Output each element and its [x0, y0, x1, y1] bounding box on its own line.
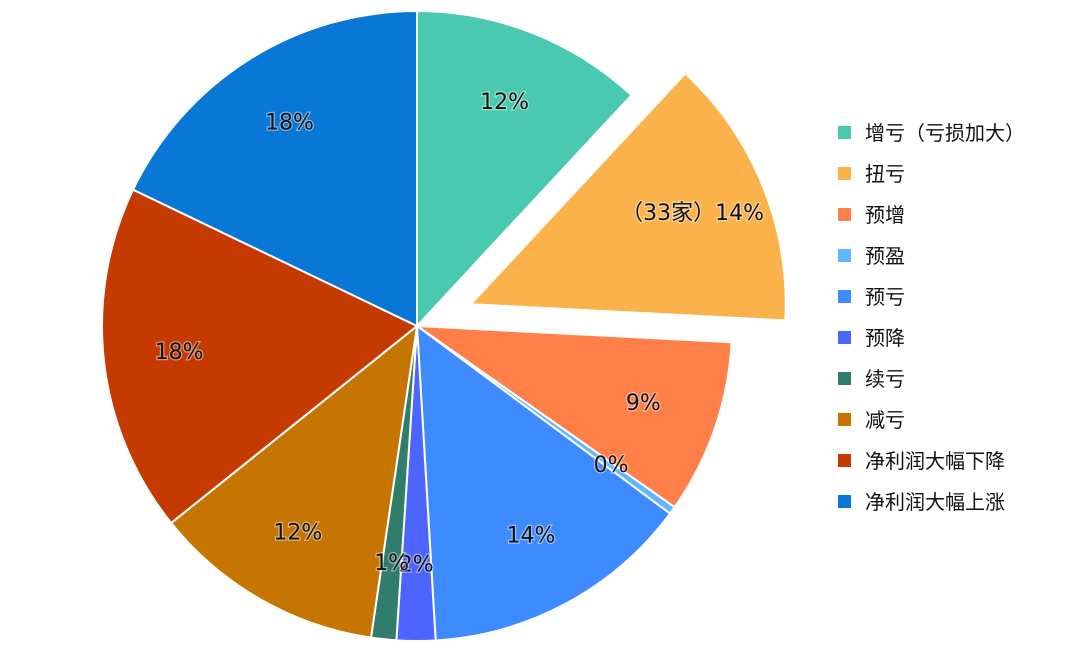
- pie-slice-8: [101, 188, 419, 525]
- legend-label: 减亏: [865, 407, 905, 432]
- pie-slice-7: [169, 323, 419, 639]
- pie-slice-9: [131, 9, 418, 328]
- legend-swatch: [838, 249, 851, 262]
- slice-label-0: 12%: [480, 90, 529, 115]
- legend-item-9: 净利润大幅上涨: [838, 481, 1068, 522]
- pie-slice-4: [415, 323, 672, 642]
- legend-label: 净利润大幅上涨: [865, 489, 1005, 514]
- legend-swatch: [838, 290, 851, 303]
- slice-label-5: 2%: [399, 552, 434, 577]
- legend-swatch: [838, 126, 851, 139]
- slice-label-3: 0%: [594, 453, 629, 478]
- legend-item-2: 预增: [838, 194, 1068, 235]
- legend-item-3: 预盈: [838, 235, 1068, 276]
- legend-swatch: [838, 208, 851, 221]
- legend-swatch: [838, 454, 851, 467]
- legend-swatch: [838, 372, 851, 385]
- legend-item-1: 扭亏: [838, 153, 1068, 194]
- legend-swatch: [838, 495, 851, 508]
- legend-item-8: 净利润大幅下降: [838, 440, 1068, 481]
- slice-label-4: 14%: [506, 524, 555, 549]
- slice-label-9: 18%: [265, 110, 314, 135]
- legend-swatch: [838, 167, 851, 180]
- legend-swatch: [838, 331, 851, 344]
- legend-label: 预降: [865, 325, 905, 350]
- legend-label: 扭亏: [865, 161, 905, 186]
- pie-slices: [101, 9, 787, 642]
- legend-label: 预亏: [865, 284, 905, 309]
- legend-label: 预增: [865, 202, 905, 227]
- pie-slice-1: [468, 72, 787, 322]
- pie-labels: 12% （33家）14% 9% 0% 14% 2%1% 12% 18% 18%: [153, 89, 765, 579]
- legend-label: 续亏: [865, 366, 905, 391]
- legend-item-0: 增亏（亏损加大）: [838, 112, 1068, 153]
- legend-label: 预盈: [865, 243, 905, 268]
- legend-item-4: 预亏: [838, 276, 1068, 317]
- pie-slice-0: [416, 9, 633, 329]
- slice-label-6: 1%: [374, 551, 409, 576]
- chart-legend: 增亏（亏损加大） 扭亏预增预盈预亏预降续亏减亏净利润大幅下降 净利润大幅上涨: [838, 112, 1068, 522]
- legend-swatch: [838, 413, 851, 426]
- pie-slice-2: [413, 324, 733, 509]
- slice-label-7: 12%: [273, 521, 322, 546]
- legend-label: 净利润大幅下降: [865, 448, 1005, 473]
- legend-label: 增亏（亏损加大）: [865, 120, 1025, 145]
- slice-label-8: 18%: [155, 340, 204, 365]
- legend-item-5: 预降: [838, 317, 1068, 358]
- legend-item-7: 减亏: [838, 399, 1068, 440]
- slice-label-2: 9%: [626, 391, 661, 416]
- legend-item-6: 续亏: [838, 358, 1068, 399]
- slice-label-1: （33家）14%: [621, 201, 764, 226]
